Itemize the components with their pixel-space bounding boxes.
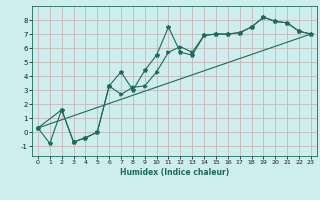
X-axis label: Humidex (Indice chaleur): Humidex (Indice chaleur) bbox=[120, 168, 229, 177]
